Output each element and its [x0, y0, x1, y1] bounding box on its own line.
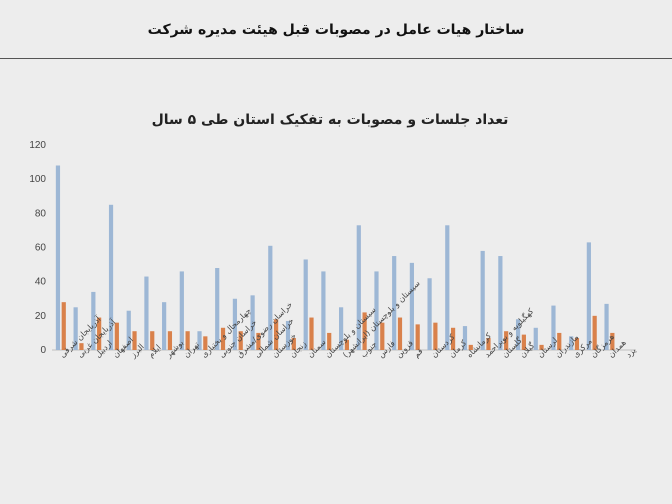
bar-series-2	[61, 302, 66, 350]
bar-series-2	[220, 327, 226, 350]
bar-series-1	[356, 225, 361, 350]
bar-series-1	[215, 268, 220, 350]
header-box: ساختار هیات عامل در مصوبات قبل هیئت مدیر…	[0, 0, 672, 59]
bar-series-1	[144, 276, 149, 350]
bar-series-2	[238, 331, 243, 350]
bar-series-1	[162, 302, 167, 350]
bar-series-2	[97, 317, 102, 350]
bar-series-2	[415, 324, 420, 350]
bar-series-2	[256, 332, 261, 350]
bar-series-1	[445, 225, 450, 350]
chart-title: تعداد جلسات و مصوبات به تفکیک استان طی ۵…	[152, 112, 509, 128]
bar-series-2	[610, 332, 615, 350]
bar-series-1	[339, 307, 344, 350]
bar-series-2	[114, 322, 119, 350]
bar-series-2	[433, 322, 438, 350]
y-tick-label: 80	[35, 208, 47, 219]
bar-series-1	[55, 165, 61, 350]
bar-series-2	[521, 334, 526, 350]
bar-series-2	[79, 343, 84, 350]
bar-series-1	[268, 245, 273, 350]
bar-series-1	[409, 262, 414, 350]
y-tick-label: 40	[35, 277, 47, 288]
bar-series-1	[569, 336, 574, 350]
bar-series-1	[303, 259, 308, 350]
bar-series-1	[91, 291, 96, 350]
bar-series-2	[291, 338, 296, 350]
bar-series-2	[132, 331, 137, 350]
bar-series-2	[504, 331, 509, 350]
bar-series-2	[150, 331, 155, 350]
bar-series-2	[557, 332, 562, 350]
bar-series-2	[327, 332, 332, 350]
y-tick-label: 60	[35, 243, 47, 254]
bar-series-2	[397, 317, 403, 350]
bar-series-1	[586, 242, 591, 350]
bar-series-1	[498, 256, 503, 350]
bar-series-1	[515, 319, 521, 350]
bar-series-1	[392, 256, 397, 350]
y-tick-label: 0	[40, 345, 46, 356]
bar-series-1	[285, 320, 291, 350]
bar-series-2	[274, 319, 279, 350]
bar-series-1	[73, 307, 78, 350]
y-tick-label: 20	[35, 311, 47, 322]
bar-series-2	[309, 317, 314, 350]
bar-series-1	[374, 271, 379, 350]
bar-series-2	[468, 344, 473, 350]
x-tick-label: ایلام	[146, 343, 162, 359]
bar-series-1	[321, 271, 326, 350]
bar-series-1	[533, 327, 538, 350]
y-tick-label: 100	[29, 174, 46, 185]
bar-series-2	[450, 327, 456, 350]
bar-series-2	[592, 315, 597, 350]
bar-series-1	[232, 298, 238, 350]
y-tick-label: 120	[29, 140, 46, 151]
bar-series-1	[462, 326, 468, 350]
bar-series-1	[551, 305, 556, 350]
bar-series-1	[250, 295, 255, 350]
bar-series-2	[362, 312, 367, 350]
x-tick-label: یزد	[624, 346, 638, 360]
bar-series-2	[380, 322, 385, 350]
bar-series-2	[539, 344, 544, 350]
bar-series-1	[108, 204, 114, 350]
bar-series-1	[179, 271, 184, 350]
bar-series-1	[197, 331, 202, 350]
bar-series-2	[203, 336, 208, 350]
bar-series-1	[427, 278, 432, 350]
bar-series-1	[604, 303, 609, 350]
bar-series-2	[185, 331, 190, 350]
bar-series-2	[344, 339, 349, 350]
bar-series-2	[574, 338, 580, 350]
bar-series-1	[126, 310, 131, 350]
bar-series-2	[167, 331, 173, 350]
page-title: ساختار هیات عامل در مصوبات قبل هیئت مدیر…	[147, 22, 525, 38]
bar-series-1	[480, 250, 485, 350]
bar-series-2	[486, 338, 491, 350]
